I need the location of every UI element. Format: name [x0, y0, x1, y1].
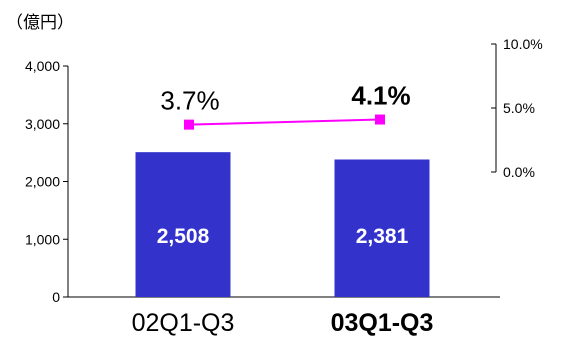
- x-category-label: 03Q1-Q3: [331, 309, 434, 337]
- bar-series: 2,508 2,381: [135, 152, 430, 297]
- x-category-label: 02Q1-Q3: [132, 309, 235, 337]
- x-axis-labels: 02Q1-Q3 03Q1-Q3: [132, 309, 434, 337]
- line-value-label: 4.1%: [351, 81, 410, 111]
- right-tick-label: 10.0%: [503, 36, 543, 52]
- line-point: [375, 114, 385, 125]
- left-tick-label: 3,000: [25, 116, 60, 132]
- bar: [334, 159, 430, 297]
- line-path: [188, 118, 381, 126]
- percentage-line-series: 3.7% 4.1%: [160, 81, 411, 130]
- left-axis: 0 1,000 2,000 3,000 4,000: [25, 58, 500, 305]
- bar-value-label: 2,508: [157, 225, 210, 248]
- line-point: [184, 119, 194, 130]
- right-tick-label: 5.0%: [503, 100, 535, 116]
- left-tick-label: 2,000: [25, 174, 60, 190]
- bar: [135, 152, 231, 297]
- right-tick-label: 0.0%: [503, 164, 535, 180]
- unit-label: （億円）: [6, 13, 74, 33]
- bar-value-label: 2,381: [356, 225, 409, 248]
- left-tick-label: 4,000: [25, 58, 60, 74]
- left-tick-label: 1,000: [25, 231, 60, 247]
- right-axis: 0.0% 5.0% 10.0%: [491, 36, 543, 180]
- left-tick-label: 0: [52, 289, 60, 305]
- line-value-label: 3.7%: [160, 86, 219, 116]
